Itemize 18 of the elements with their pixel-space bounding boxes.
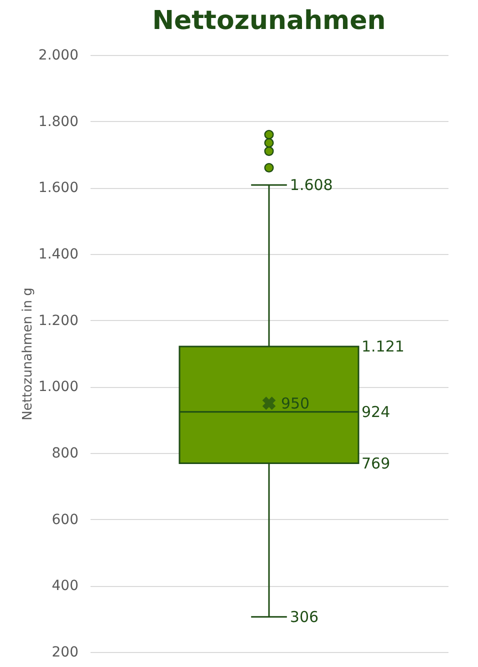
y-tick-label: 600	[52, 512, 78, 528]
y-tick-label: 200	[52, 644, 78, 660]
annotation: 950	[280, 394, 310, 412]
y-tick-label: 1.400	[38, 246, 78, 262]
y-tick-label: 1.800	[38, 114, 78, 130]
y-tick-label: 1.000	[38, 379, 78, 396]
annotation: 924	[362, 402, 390, 421]
y-tick-label: 2.000	[38, 48, 78, 64]
annotation: 1.608	[290, 176, 333, 194]
chart-title: Nettozunahmen	[152, 6, 386, 36]
y-tick-label: 400	[52, 578, 78, 594]
annotation: 306	[290, 608, 319, 626]
annotation: 769	[362, 454, 390, 472]
y-tick-label: 1.600	[38, 180, 78, 196]
y-tick-label: 1.200	[38, 312, 78, 329]
y-axis-title: Nettozunahmen in g	[20, 288, 36, 420]
y-tick-label: 800	[52, 446, 78, 462]
annotation: 1.121	[362, 338, 404, 356]
